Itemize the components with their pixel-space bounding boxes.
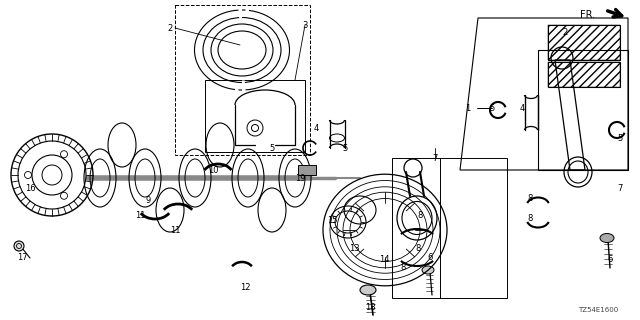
Text: 13: 13 (349, 244, 359, 252)
Text: 4: 4 (520, 103, 525, 113)
Text: 8: 8 (527, 213, 532, 222)
Ellipse shape (422, 266, 434, 274)
Ellipse shape (360, 285, 376, 295)
Text: 16: 16 (25, 183, 35, 193)
Text: 1: 1 (465, 103, 470, 113)
Text: 7: 7 (432, 154, 438, 163)
Text: 6: 6 (607, 255, 612, 265)
Text: 11: 11 (170, 226, 180, 235)
Text: 8: 8 (415, 244, 420, 252)
Text: 5: 5 (342, 143, 348, 153)
Text: 18: 18 (365, 303, 375, 313)
Bar (392, 158, 507, 298)
Text: 5: 5 (618, 133, 623, 142)
Bar (548, 25, 620, 60)
Text: TZ54E1600: TZ54E1600 (578, 307, 618, 313)
Text: 3: 3 (302, 20, 308, 29)
Text: 7: 7 (618, 183, 623, 193)
Text: 9: 9 (145, 196, 150, 204)
Bar (298, 165, 316, 175)
Text: 15: 15 (327, 215, 337, 225)
Ellipse shape (14, 241, 24, 251)
Text: 2: 2 (563, 28, 568, 36)
Text: 6: 6 (428, 253, 433, 262)
Text: 8: 8 (527, 194, 532, 203)
Text: 11: 11 (135, 211, 145, 220)
Ellipse shape (600, 234, 614, 243)
Text: 14: 14 (379, 255, 389, 265)
Bar (548, 62, 620, 87)
Text: 2: 2 (168, 23, 173, 33)
Text: FR.: FR. (580, 10, 595, 20)
Text: 12: 12 (240, 284, 250, 292)
Text: 8: 8 (417, 211, 422, 220)
Text: 19: 19 (295, 173, 305, 182)
Bar (548, 25, 620, 60)
Text: 5: 5 (269, 143, 275, 153)
Bar (548, 62, 620, 87)
Bar (175, 5, 310, 155)
Text: 17: 17 (17, 253, 28, 262)
Text: 8: 8 (400, 263, 406, 273)
Text: 5: 5 (490, 103, 495, 113)
Text: 4: 4 (314, 124, 319, 132)
Text: 10: 10 (208, 165, 218, 174)
Bar (205, 80, 305, 152)
